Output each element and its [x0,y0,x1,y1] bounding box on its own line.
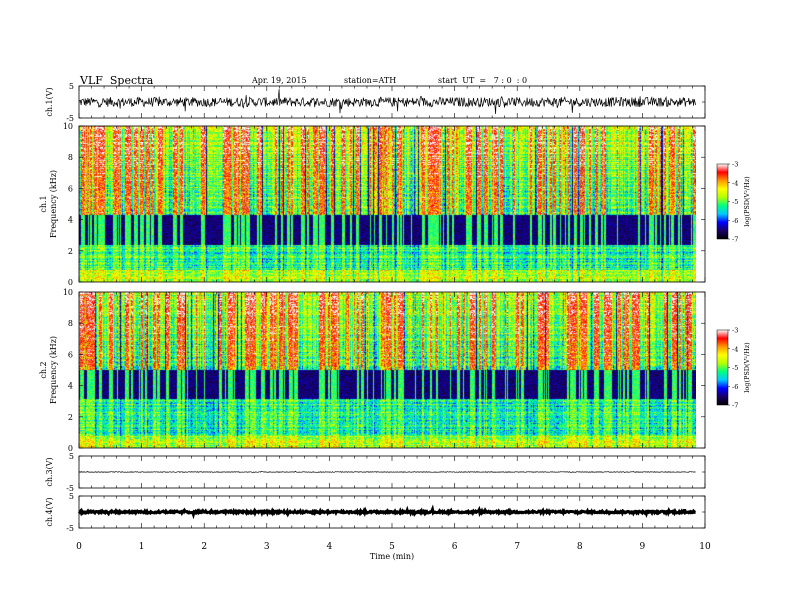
ch2-spectrogram-colorbar-tick: -4 [732,345,738,353]
time-tick: 2 [201,542,207,552]
ch2-spectrogram-ytick: 2 [68,413,73,422]
ch3-waveform-ytick-bottom: -5 [66,484,74,493]
ch4-waveform-ytick-bottom: -5 [66,524,74,533]
station-label: station=ATH [344,76,397,85]
ch1-spectrogram-channel-label: ch.1 [39,195,48,212]
ch2-spectrogram-ytick: 10 [63,288,73,297]
ch2-spectrogram-ytick: 6 [68,350,73,359]
ch3-waveform-panel: 5 -5 ch.3(V) [45,452,706,493]
time-tick: 4 [327,542,333,552]
ch1-waveform-ytick-bottom: -5 [66,114,74,123]
ch2-spectrogram-ytick: 4 [68,382,73,391]
ch1-spectrogram-colorbar-label: log(PSD(V²/Hz) [743,176,751,227]
ch2-spectrogram-channel-label: ch.2 [39,361,48,378]
figure-title: VLF Spectra [80,74,154,87]
ch2-spectrogram-colorbar-tick: -6 [732,383,738,391]
time-tick: 7 [514,542,520,552]
ch1-spectrogram-ytick: 10 [63,122,73,131]
ch2-spectrogram-colorbar-tick: -5 [732,364,738,372]
time-tick: 8 [577,542,583,552]
ch1-spectrogram-ytick: 2 [68,247,73,256]
ch1-spectrogram-colorbar-tick: -6 [732,217,738,225]
time-tick: 9 [640,542,646,552]
time-tick: 10 [699,542,711,552]
time-tick: 0 [76,542,82,552]
start-ut-label: start UT = 7 : 0 : 0 [438,76,528,85]
time-axis: 0 1 2 3 4 5 6 7 8 9 10 Time (min) [76,542,711,561]
ch4-waveform-ylabel: ch.4(V) [45,497,54,526]
ch1-spectrogram-ytick: 4 [68,216,73,225]
ch3-waveform-trace [78,470,696,474]
ch2-spectrogram-colorbar-label: log(PSD(V²/Hz) [743,342,751,393]
ch2-spectrogram-ytick: 0 [68,444,73,453]
ch1-spectrogram-heatmap [79,126,696,282]
ch4-waveform-panel: 5 -5 ch.4(V) [45,492,706,533]
ch1-spectrogram-colorbar-tick: -4 [732,179,738,187]
ch1-waveform-ytick-top: 5 [69,82,74,91]
time-tick: 1 [139,542,145,552]
ch4-waveform-ytick-top: 5 [69,492,74,501]
ch4-waveform-trace [77,504,697,520]
ch2-spectrogram-colorbar-tick: -3 [732,327,738,335]
ch1-waveform-trace [78,89,696,115]
ch1-waveform-ylabel: ch.1(V) [45,87,54,116]
time-tick: 6 [452,542,458,552]
ch1-spectrogram-colorbar-tick: -5 [732,198,738,206]
date-label: Apr. 19, 2015 [252,76,307,85]
ch3-waveform-ylabel: ch.3(V) [45,457,54,486]
ch1-waveform-panel: 5 -5 ch.1(V) [45,82,706,123]
ch2-spectrogram-panel: 0 2 4 6 8 10 ch.2 Frequency (kHz) -3 -4 -5 -6 -7 log(… [39,288,751,453]
ch2-spectrogram-colorbar [716,329,729,406]
time-tick: 3 [264,542,270,552]
ch2-spectrogram-heatmap [79,292,696,448]
ch1-spectrogram-colorbar-tick: -3 [732,161,738,169]
ch2-spectrogram-ytick: 8 [68,319,73,328]
ch1-spectrogram-colorbar-tick: -7 [732,236,738,244]
time-axis-label: Time (min) [370,552,414,561]
ch3-waveform-ytick-top: 5 [69,452,74,461]
ch1-spectrogram-panel: 0 2 4 6 8 10 ch.1 Frequency (kHz) -3 -4 -5 -6 -7 log(… [39,122,751,287]
ch1-spectrogram-colorbar [716,163,729,240]
ch2-spectrogram-colorbar-tick: -7 [732,402,738,410]
ch1-spectrogram-ytick: 0 [68,278,73,287]
ch1-spectrogram-ytick: 8 [68,153,73,162]
ch1-spectrogram-ytick: 6 [68,184,73,193]
time-tick: 5 [389,542,395,552]
ch1-spectrogram-ylabel: Frequency (kHz) [49,170,58,238]
ch2-spectrogram-ylabel: Frequency (kHz) [49,336,58,404]
